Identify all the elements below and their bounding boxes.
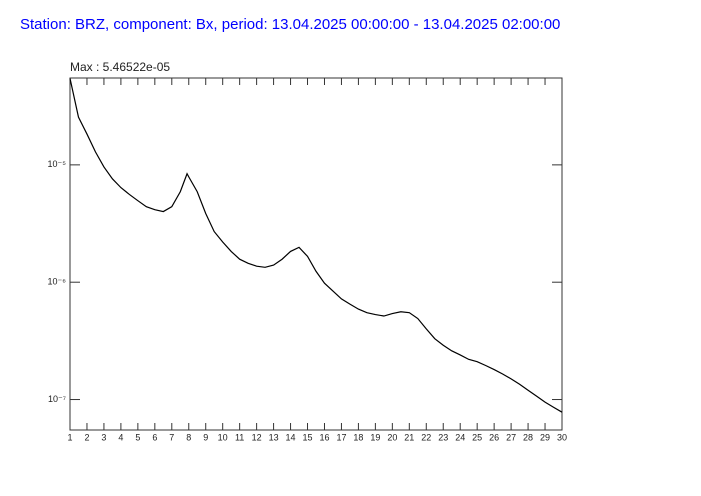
x-tick-label: 17 [336,432,346,442]
x-tick-label: 20 [387,432,397,442]
x-tick-label: 25 [472,432,482,442]
x-tick-label: 18 [353,432,363,442]
plot-frame [69,77,563,431]
x-tick-label: 27 [506,432,516,442]
x-tick-label: 14 [286,432,296,442]
y-tick-label: 10⁻⁷ [48,394,66,404]
y-tick-label: 10⁻⁶ [48,277,67,287]
x-tick-label: 16 [319,432,329,442]
y-tick-label: 10⁻⁵ [48,159,67,169]
x-tick-label: 9 [203,432,208,442]
x-tick-label: 1 [67,432,72,442]
x-tick-label: 12 [252,432,262,442]
x-tick-label: 29 [540,432,550,442]
x-tick-label: 7 [169,432,174,442]
x-tick-label: 10 [218,432,228,442]
chart-title: Station: BRZ, component: Bx, period: 13.… [20,16,560,33]
x-tick-label: 13 [269,432,279,442]
x-tick-label: 5 [135,432,140,442]
x-tick-label: 28 [523,432,533,442]
annotation: Max : 5.46522e-05 [70,60,170,74]
x-tick-label: 26 [489,432,499,442]
x-tick-label: 21 [404,432,414,442]
x-tick-label: 23 [438,432,448,442]
data-line [69,78,563,413]
x-tick-label: 2 [84,432,89,442]
x-tick-label: 19 [370,432,380,442]
x-tick-label: 6 [152,432,157,442]
x-tick-label: 22 [421,432,431,442]
x-tick-label: 4 [118,432,123,442]
x-tick-label: 24 [455,432,465,442]
x-tick-label: 30 [557,432,567,442]
x-tick-label: 15 [303,432,313,442]
x-tick-label: 3 [101,432,106,442]
x-tick-label: 8 [186,432,191,442]
x-tick-label: 11 [235,432,244,442]
